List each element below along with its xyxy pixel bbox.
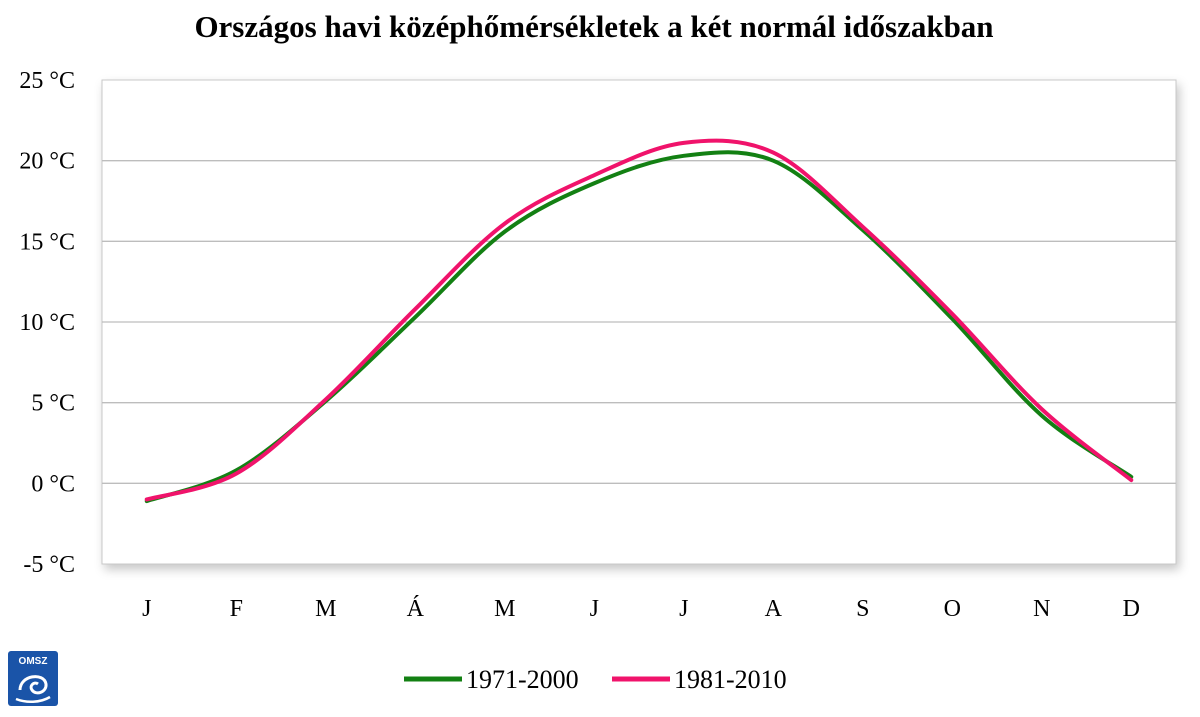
x-tick-label: D [1123, 596, 1140, 622]
y-tick-label: 15 °C [19, 229, 75, 255]
x-tick-label: J [679, 596, 688, 622]
y-axis-tick-labels: 25 °C 20 °C 15 °C 10 °C 5 °C 0 °C -5 °C [19, 68, 75, 578]
legend-label-1971-2000: 1971-2000 [466, 665, 579, 694]
chart-title: Országos havi középhőmérsékletek a két n… [194, 9, 993, 44]
y-tick-label: 25 °C [19, 68, 75, 94]
series-line-1981-2010 [144, 138, 1134, 502]
x-tick-label: M [315, 596, 336, 622]
x-tick-label: J [142, 596, 151, 622]
x-tick-label: Á [407, 596, 425, 622]
omsz-logo-icon: OMSZ [8, 651, 58, 706]
series-lines [144, 138, 1134, 504]
x-tick-label: M [494, 596, 515, 622]
y-tick-label: -5 °C [23, 552, 75, 578]
gridlines [102, 160, 1176, 484]
y-tick-label: 20 °C [19, 149, 75, 175]
x-tick-label: S [856, 596, 869, 622]
legend: 1971-2000 1981-2010 [404, 665, 787, 694]
y-tick-label: 10 °C [19, 310, 75, 336]
x-tick-label: O [944, 596, 961, 622]
x-tick-label: N [1033, 596, 1050, 622]
y-tick-label: 5 °C [31, 391, 75, 417]
logo-text: OMSZ [19, 656, 48, 667]
x-tick-label: F [230, 596, 243, 622]
x-tick-label: A [765, 596, 783, 622]
legend-label-1981-2010: 1981-2010 [674, 665, 787, 694]
y-tick-label: 0 °C [31, 471, 75, 497]
x-tick-label: J [590, 596, 599, 622]
